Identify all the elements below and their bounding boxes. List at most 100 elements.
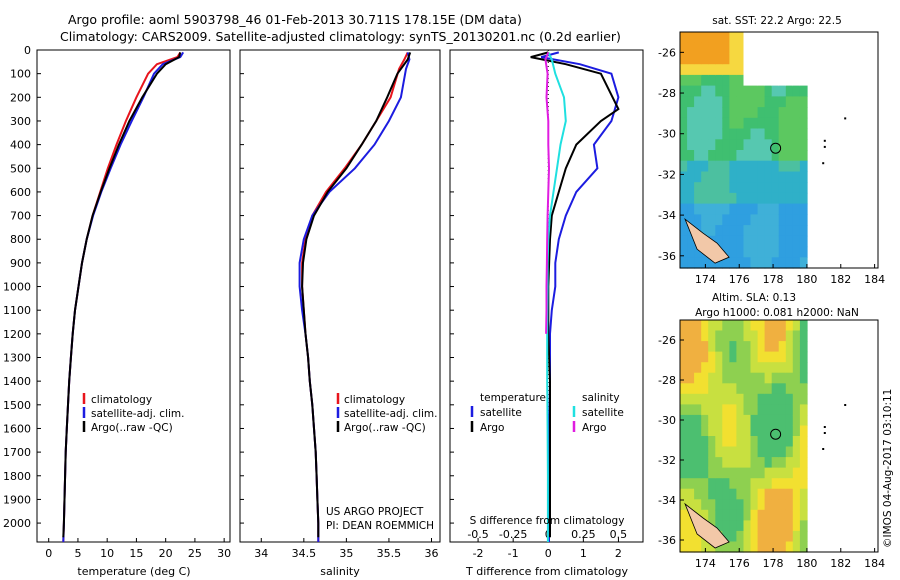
depth-tick-label: 300 xyxy=(10,115,31,128)
map-cell xyxy=(785,225,794,237)
x-tick-label: -2 xyxy=(473,547,484,560)
map-cell xyxy=(715,436,723,448)
map-cell xyxy=(764,341,773,353)
map-cell xyxy=(778,383,787,395)
map-cell xyxy=(722,74,730,87)
map-cell xyxy=(722,128,730,140)
map-cell xyxy=(729,478,738,490)
map-cell xyxy=(778,257,787,269)
map-cell xyxy=(771,225,780,237)
map-cell xyxy=(778,530,787,542)
map-cell xyxy=(750,171,759,183)
map-cell xyxy=(708,488,716,500)
map-cell xyxy=(757,383,766,395)
map-cell xyxy=(729,520,738,532)
map-cell xyxy=(715,171,723,183)
map-cell xyxy=(771,160,780,172)
map-cell xyxy=(722,85,730,97)
map-cell xyxy=(715,446,723,458)
map-cell xyxy=(771,457,780,469)
map-cell xyxy=(701,372,709,384)
map-cell xyxy=(729,171,738,183)
lat-tick-label: -36 xyxy=(658,250,676,263)
map-cell xyxy=(750,404,759,416)
map-cell xyxy=(799,107,808,119)
map-cell xyxy=(785,457,794,469)
map-cell xyxy=(722,117,730,130)
map-cell xyxy=(701,257,709,269)
map-cell xyxy=(687,182,695,194)
map-cell xyxy=(708,64,716,76)
series-line xyxy=(530,51,620,538)
map-cell xyxy=(708,42,716,54)
map-cell xyxy=(687,404,695,416)
map-cell xyxy=(701,42,709,54)
map-cell xyxy=(694,362,702,374)
map-cell xyxy=(687,362,695,374)
depth-tick-label: 1000 xyxy=(3,281,31,294)
map-cell xyxy=(708,32,716,44)
map-cell xyxy=(722,257,730,269)
map-cell xyxy=(799,351,808,363)
imos-credit: ©IMOS 04-Aug-2017 03:10:11 xyxy=(882,389,894,548)
map-cell xyxy=(680,436,688,448)
map-cell xyxy=(771,214,780,226)
depth-tick-label: 800 xyxy=(10,233,31,246)
map-cell xyxy=(729,42,738,54)
map-cell xyxy=(694,414,702,426)
map-cell xyxy=(715,74,723,87)
map-cell xyxy=(771,139,780,151)
map-cell xyxy=(736,246,745,258)
map-cell xyxy=(736,171,745,183)
map-cell xyxy=(708,160,716,172)
map-cell xyxy=(799,42,808,54)
map-cell xyxy=(701,74,709,87)
lat-tick-label: -26 xyxy=(658,334,676,347)
map-cell xyxy=(694,192,702,205)
map-cell xyxy=(743,457,752,469)
depth-tick-label: 1100 xyxy=(3,304,31,317)
map-cell xyxy=(792,499,801,511)
map-cell xyxy=(722,150,730,162)
map-cell xyxy=(715,53,723,65)
map-cell xyxy=(694,478,702,490)
map-cell xyxy=(729,107,738,119)
map-cell xyxy=(708,372,716,384)
map-cell xyxy=(785,257,794,269)
map-cell xyxy=(736,520,745,532)
map-cell xyxy=(750,383,759,395)
map-cell xyxy=(729,404,738,416)
map-cell xyxy=(799,160,808,172)
map-cell xyxy=(778,139,787,151)
map-cell xyxy=(708,467,716,479)
map-cell xyxy=(764,182,773,194)
map-cell xyxy=(757,320,766,332)
series-line xyxy=(301,52,412,538)
map-cell xyxy=(778,182,787,194)
map-cell xyxy=(708,225,716,237)
map-cell xyxy=(708,393,716,405)
map-cell xyxy=(722,351,730,363)
map-cell xyxy=(743,246,752,258)
map-cell xyxy=(694,404,702,416)
map-cell xyxy=(771,520,780,532)
project-label: US ARGO PROJECT xyxy=(326,506,424,518)
map-cell xyxy=(722,160,730,172)
map-cell xyxy=(757,160,766,172)
legend-label-argo: Argo(..raw -QC) xyxy=(344,422,426,434)
map-cell xyxy=(799,214,808,226)
map-cell xyxy=(715,341,723,353)
map-cell xyxy=(743,160,752,172)
map-cell xyxy=(771,53,780,65)
map-cell xyxy=(687,520,695,532)
map-cell xyxy=(785,478,794,490)
map-cell xyxy=(778,499,787,511)
map-cell xyxy=(764,372,773,384)
salinity-xlabel: salinity xyxy=(320,565,360,578)
map-cell xyxy=(771,499,780,511)
map-cell xyxy=(764,150,773,162)
map-cell xyxy=(778,404,787,416)
map-cell xyxy=(750,478,759,490)
map-cell xyxy=(792,160,801,172)
map-cell xyxy=(771,446,780,458)
